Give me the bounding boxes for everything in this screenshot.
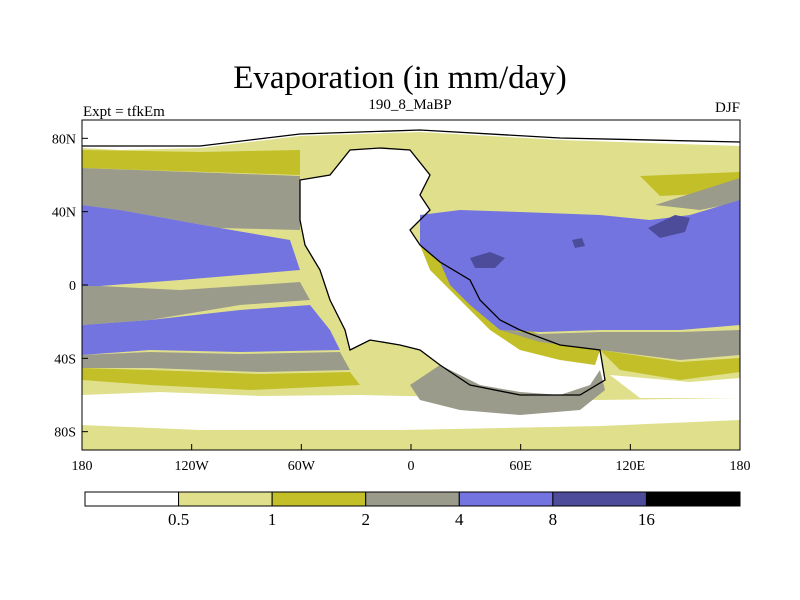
- colorbar-level-label: 0.5: [168, 510, 189, 529]
- x-axis: 180 120W 60W 0 60E 120E 180: [72, 444, 751, 474]
- y-tick-label: 80N: [52, 132, 76, 147]
- x-tick-label: 60W: [288, 459, 316, 474]
- pacific-north-blue: [82, 205, 300, 286]
- colorbar-swatch: [458, 491, 554, 507]
- colorbar-level-label: 16: [638, 510, 655, 529]
- colorbar-swatch: [178, 491, 273, 507]
- colorbar-swatch: [645, 491, 741, 507]
- x-tick-label: 180: [730, 459, 751, 474]
- colorbar-swatch: [84, 491, 180, 507]
- north-pacific-grey-band: [82, 168, 300, 230]
- eastern-south-olive: [600, 350, 740, 380]
- antarctic-pale-band: [82, 424, 740, 450]
- eastern-south-grey: [500, 330, 740, 360]
- colorbar-level-label: 1: [268, 510, 277, 529]
- y-tick-label: 80S: [54, 426, 76, 441]
- continent-outline: [299, 147, 606, 396]
- max-evaporation-patch-1: [470, 252, 505, 268]
- colorbar-swatch: [552, 491, 647, 507]
- north-polar-low: [82, 120, 740, 150]
- plot-title: Evaporation (in mm/day): [233, 60, 567, 96]
- x-tick-label: 60E: [509, 459, 532, 474]
- north-olive-band: [82, 150, 300, 175]
- colorbar-level-label: 8: [549, 510, 558, 529]
- max-evaporation-patch-2: [648, 215, 690, 238]
- time-label: 190_8_MaBP: [368, 97, 452, 113]
- evaporation-field: [82, 120, 740, 450]
- colorbar: 0.5 1 2 4 8 16: [84, 491, 741, 529]
- x-tick-label: 180: [72, 459, 93, 474]
- south-olive-band: [82, 368, 360, 390]
- y-tick-label: 40N: [52, 206, 76, 221]
- pacific-south-blue: [82, 305, 340, 355]
- x-tick-label: 120E: [616, 459, 646, 474]
- y-tick-label: 0: [69, 279, 76, 294]
- arctic-coast-outline: [82, 129, 740, 147]
- colorbar-level-label: 2: [361, 510, 370, 529]
- colorbar-swatch: [271, 491, 367, 507]
- experiment-label: Expt = tfkEm: [83, 104, 165, 120]
- south-grey-band: [82, 352, 350, 372]
- eastern-south-white: [610, 375, 740, 398]
- y-axis: 80N 40N 0 40S 80S: [52, 132, 88, 441]
- y-tick-label: 40S: [54, 352, 76, 367]
- x-tick-label: 0: [408, 459, 415, 474]
- max-evaporation-patch-3: [572, 238, 585, 248]
- colorbar-level-label: 4: [455, 510, 464, 529]
- colorbar-swatch: [365, 491, 460, 507]
- equatorial-pacific-grey: [82, 282, 310, 325]
- x-tick-label: 120W: [175, 459, 210, 474]
- east-grey-band: [655, 178, 740, 210]
- season-label: DJF: [714, 100, 740, 116]
